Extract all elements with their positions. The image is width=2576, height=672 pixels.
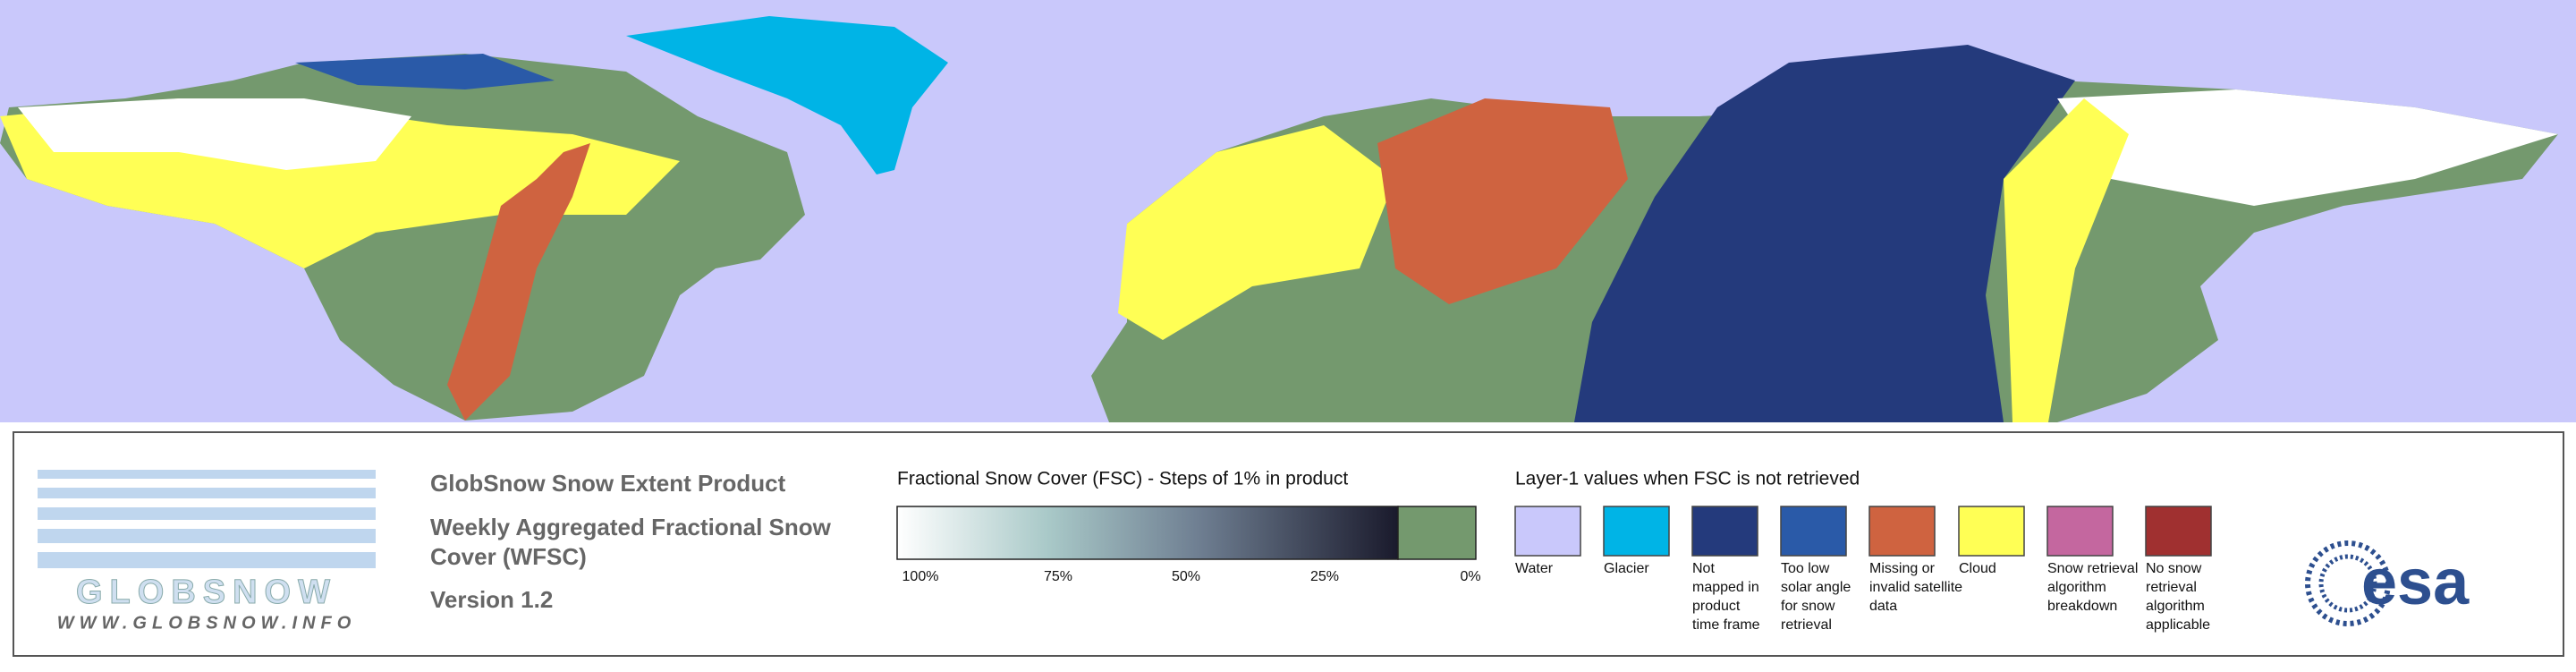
layer-title: Layer-1 values when FSC is not retrieved — [1515, 469, 1860, 489]
class-swatch — [1514, 506, 1581, 557]
class-label: invalid satellite — [1869, 580, 1962, 595]
fsc-tick-label: 25% — [1310, 569, 1339, 584]
class-label: Missing or — [1869, 561, 1936, 576]
class-swatch — [1958, 506, 2025, 557]
class-label: algorithm — [2047, 580, 2106, 595]
fsc-gradient — [896, 506, 1399, 560]
fsc-tick-label: 100% — [902, 569, 939, 584]
class-label: breakdown — [2047, 599, 2117, 614]
class-label: retrieval — [1781, 617, 1832, 633]
fsc-title: Fractional Snow Cover (FSC) - Steps of 1… — [897, 469, 1348, 489]
class-label: Glacier — [1604, 561, 1649, 576]
class-swatch — [1868, 506, 1936, 557]
class-label: Water — [1515, 561, 1554, 576]
class-label: No snow — [2146, 561, 2202, 576]
product-subtitle: Cover (WFSC) — [430, 543, 587, 570]
class-label: time frame — [1692, 617, 1760, 633]
class-swatch — [1603, 506, 1670, 557]
class-label: solar angle — [1781, 580, 1851, 595]
class-label: for snow — [1781, 599, 1835, 614]
class-swatch — [2145, 506, 2212, 557]
fsc-zero-swatch — [1397, 506, 1477, 560]
class-swatch — [1780, 506, 1847, 557]
esa-wordmark: esa — [2361, 547, 2470, 618]
product-version: Version 1.2 — [430, 586, 553, 613]
class-swatch — [2046, 506, 2114, 557]
class-label: product — [1692, 599, 1741, 614]
class-label: mapped in — [1692, 580, 1759, 595]
class-swatch — [1691, 506, 1758, 557]
map — [0, 0, 2576, 422]
class-label: algorithm — [2146, 599, 2205, 614]
class-label: retrieval — [2146, 580, 2197, 595]
fsc-tick-label: 75% — [1044, 569, 1072, 584]
class-label: Cloud — [1959, 561, 1996, 576]
logo-stripes — [38, 470, 376, 568]
fsc-tick-label: 50% — [1172, 569, 1200, 584]
product-title: GlobSnow Snow Extent Product — [430, 470, 786, 497]
class-label: data — [1869, 599, 1897, 614]
logo-name: GLOBSNOW — [76, 574, 337, 611]
esa-logo — [2305, 540, 2391, 626]
class-label: Snow retrieval — [2047, 561, 2138, 576]
product-subtitle: Weekly Aggregated Fractional Snow — [430, 514, 832, 540]
class-label: Too low — [1781, 561, 1830, 576]
class-label: Not — [1692, 561, 1715, 576]
fsc-tick-label: 0% — [1460, 569, 1480, 584]
class-label: applicable — [2146, 617, 2210, 633]
logo-url: WWW.GLOBSNOW.INFO — [57, 613, 357, 633]
